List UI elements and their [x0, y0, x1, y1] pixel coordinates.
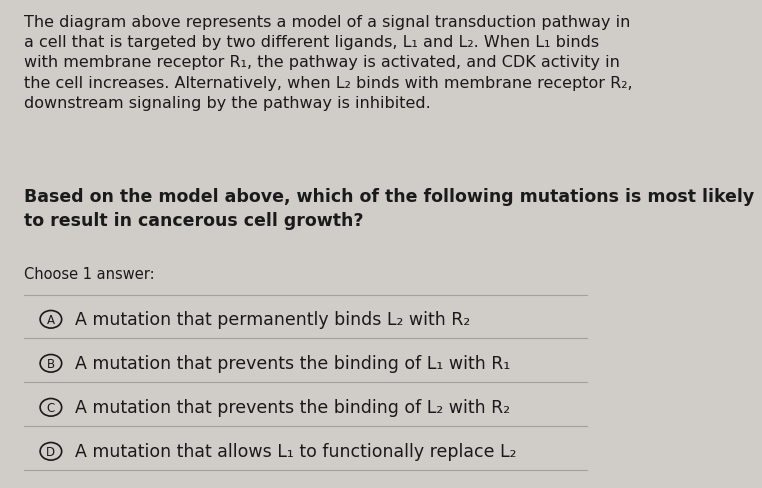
- Text: Choose 1 answer:: Choose 1 answer:: [24, 266, 155, 281]
- Text: A mutation that prevents the binding of L₁ with R₁: A mutation that prevents the binding of …: [75, 355, 511, 372]
- Text: A mutation that permanently binds L₂ with R₂: A mutation that permanently binds L₂ wit…: [75, 311, 470, 328]
- Text: C: C: [46, 401, 55, 414]
- Text: The diagram above represents a model of a signal transduction pathway in
a cell : The diagram above represents a model of …: [24, 15, 632, 111]
- Text: D: D: [46, 445, 56, 458]
- Text: B: B: [46, 357, 55, 370]
- Text: Based on the model above, which of the following mutations is most likely
to res: Based on the model above, which of the f…: [24, 188, 754, 229]
- Text: A: A: [47, 313, 55, 326]
- Text: A mutation that prevents the binding of L₂ with R₂: A mutation that prevents the binding of …: [75, 399, 510, 416]
- Text: A mutation that allows L₁ to functionally replace L₂: A mutation that allows L₁ to functionall…: [75, 443, 517, 460]
